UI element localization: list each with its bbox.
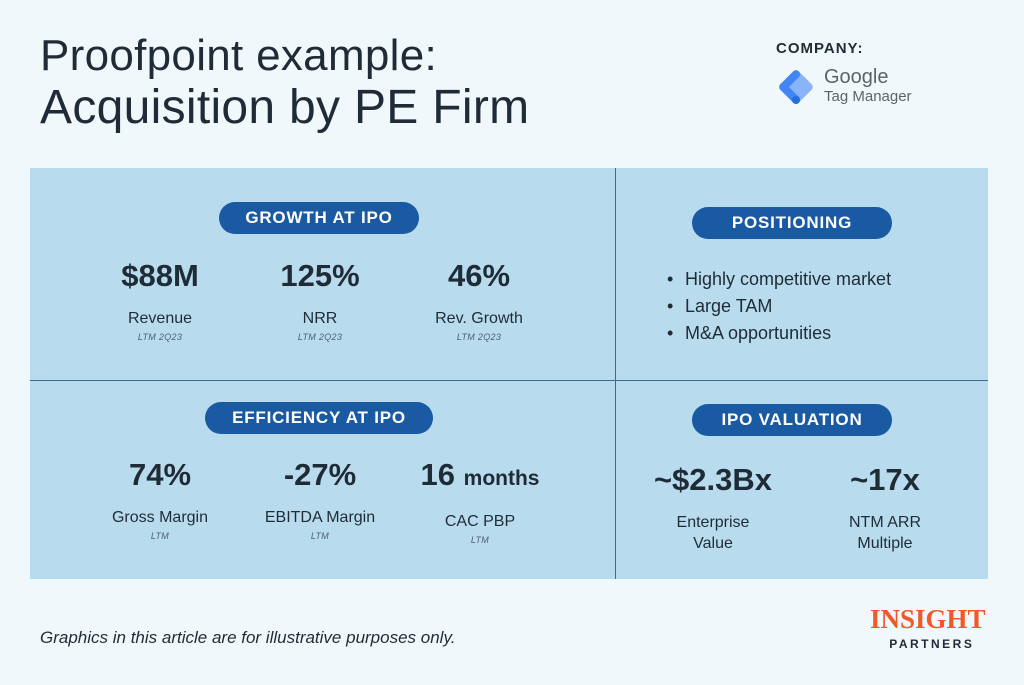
metric-sub: LTM 2Q23	[137, 332, 183, 342]
efficiency-heading: EFFICIENCY AT IPO	[205, 402, 433, 434]
logo-product-text: Tag Manager	[824, 88, 912, 105]
horizontal-divider	[30, 380, 988, 381]
brand-main: INSIGHT	[870, 604, 986, 634]
metric-value: 16 months	[420, 457, 540, 492]
metric-sub: LTM	[310, 531, 330, 541]
list-item: • Highly competitive market	[667, 266, 891, 293]
metric-value: ~17x	[850, 462, 920, 497]
metric-value: -27%	[283, 457, 357, 492]
metric-sub: LTM	[150, 531, 170, 541]
metric-unit: months	[463, 467, 540, 490]
metric-sub: LTM 2Q23	[297, 332, 343, 342]
growth-heading: GROWTH AT IPO	[219, 202, 419, 234]
metric-value: 46%	[447, 258, 511, 293]
page-title: Proofpoint example: Acquisition by PE Fi…	[40, 30, 529, 134]
google-tag-manager-icon	[779, 70, 813, 104]
metric-revenue: $88M Revenue LTM 2Q23	[90, 258, 230, 342]
company-block: COMPANY: Google Tag Manager	[776, 40, 912, 107]
bullet-dot: •	[667, 296, 674, 316]
vertical-divider	[615, 168, 616, 579]
title-line-2: Acquisition by PE Firm	[40, 81, 530, 134]
metric-label: Revenue	[127, 310, 193, 327]
metric-label: Rev. Growth	[435, 310, 523, 327]
metric-value: ~$2.3Bx	[653, 462, 773, 497]
metric-label: CAC PBP	[444, 513, 516, 530]
metric-rev-growth: 46% Rev. Growth LTM 2Q23	[409, 258, 549, 342]
metric-value: 74%	[128, 457, 192, 492]
metric-cac-pbp: 16 months CAC PBP LTM	[400, 457, 560, 545]
metric-label: EBITDA Margin	[264, 509, 376, 526]
metric-label: NTM ARR Multiple	[849, 514, 921, 552]
company-logo: Google Tag Manager	[776, 67, 912, 107]
positioning-list: • Highly competitive market • Large TAM • M…	[667, 266, 891, 347]
metrics-panel: GROWTH AT IPO $88M Revenue LTM 2Q23 125%…	[30, 168, 988, 579]
metric-gross-margin: 74% Gross Margin LTM	[90, 457, 230, 541]
title-line-1: Proofpoint example:	[40, 31, 438, 80]
logo-google-text: Google	[824, 66, 889, 88]
company-label: COMPANY:	[776, 40, 864, 57]
metric-ebitda-margin: -27% EBITDA Margin LTM	[250, 457, 390, 541]
metric-value: $88M	[121, 258, 199, 293]
metric-sub: LTM 2Q23	[456, 332, 502, 342]
metric-sub: LTM	[470, 535, 490, 545]
metric-ntm-arr-multiple: ~17x NTM ARR Multiple	[820, 462, 950, 554]
metric-nrr: 125% NRR LTM 2Q23	[250, 258, 390, 342]
metric-enterprise-value: ~$2.3Bx Enterprise Value	[638, 462, 788, 554]
list-item: • M&A opportunities	[667, 320, 891, 347]
disclaimer-text: Graphics in this article are for illustr…	[40, 628, 456, 647]
metric-label: Enterprise Value	[676, 514, 750, 552]
metric-label: NRR	[302, 310, 338, 327]
brand-sub: PARTNERS	[889, 637, 975, 651]
bullet-dot: •	[667, 323, 674, 343]
list-item: • Large TAM	[667, 293, 891, 320]
valuation-heading: IPO VALUATION	[692, 404, 892, 436]
bullet-dot: •	[667, 269, 674, 289]
positioning-heading: POSITIONING	[692, 207, 892, 239]
metric-label: Gross Margin	[111, 509, 209, 526]
metric-value: 125%	[280, 258, 360, 293]
insight-partners-logo: INSIGHT PARTNERS	[870, 604, 986, 651]
